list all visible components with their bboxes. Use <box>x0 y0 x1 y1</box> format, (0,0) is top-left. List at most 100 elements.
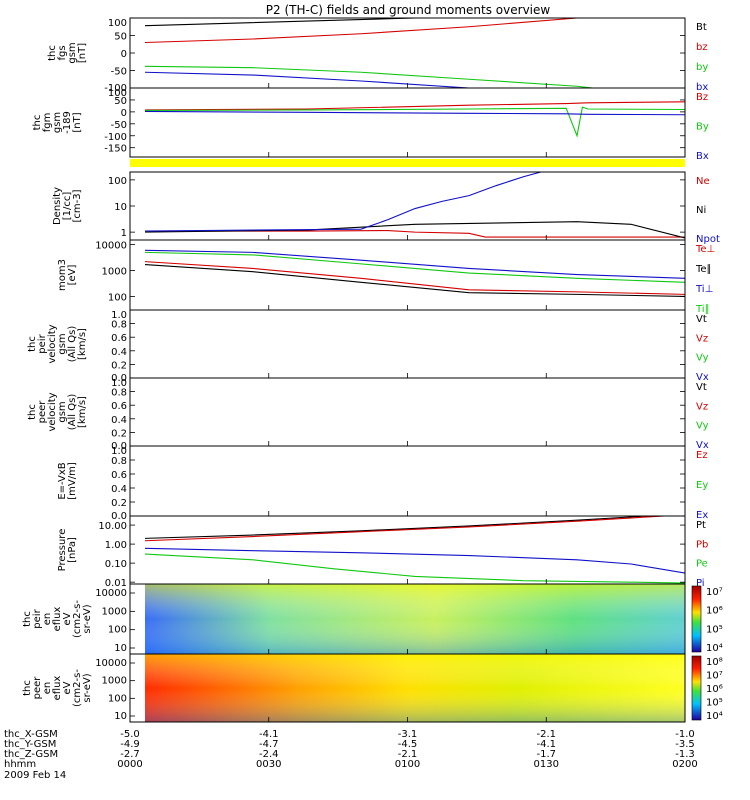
legend-label: Ti⊥ <box>695 284 713 295</box>
y-axis-label: thc <box>27 336 38 352</box>
y-tick-label: 100 <box>108 625 127 636</box>
y-tick-label: 0.0 <box>111 511 127 522</box>
x-axis-row-label: thc_X-GSM <box>4 729 58 740</box>
panel-7: 1.00.8 0.6 0.4 0.2 0.0 Ez Ey Ex E=-VxB [mV/m] <box>57 445 708 522</box>
y-tick-label: 100 <box>108 18 127 29</box>
legend-label: Bx <box>696 151 709 162</box>
y-tick-label: 0.6 <box>111 333 127 344</box>
y-tick-label: 0.2 <box>111 428 127 439</box>
series-line-By <box>144 106 685 138</box>
series-line-Bt <box>144 18 430 27</box>
y-axis-label: gsm <box>57 401 68 422</box>
legend-label: bx <box>696 82 708 93</box>
x-axis-value: 0130 <box>534 759 559 770</box>
y-tick-label: 1.0 <box>111 446 127 457</box>
y-tick-label: 50 <box>114 32 127 43</box>
y-tick-label: -50 <box>111 120 127 131</box>
series-line-Bx <box>144 110 685 116</box>
y-axis-label: (All Qs) <box>67 326 78 363</box>
y-tick-label: 10 <box>114 711 127 722</box>
x-axis-value: 0100 <box>395 759 420 770</box>
legend-label: Pb <box>696 539 708 550</box>
legend-label: by <box>696 62 708 73</box>
yellow-bar <box>130 159 685 167</box>
series-line-Te⊥ <box>144 261 685 295</box>
legend-label: Pt <box>696 520 706 531</box>
y-axis-label: [cm-3] <box>72 189 83 222</box>
legend-label: Vt <box>696 314 707 325</box>
y-tick-label: 0.6 <box>111 470 127 481</box>
y-axis-label: [nT] <box>72 112 83 132</box>
series-line-Npot <box>144 172 543 232</box>
y-tick-label: 1 <box>121 228 127 239</box>
x-axis-value: -2.4 <box>259 749 279 760</box>
x-axis-labels: thc_X-GSM -5.0 -4.1 -3.1 -2.1 -1.0 thc_Y-GSM -4… <box>4 729 698 770</box>
y-tick-label: 0.0 <box>111 441 127 452</box>
y-tick-label: 1.00 <box>105 540 127 551</box>
y-axis-label: velocity <box>47 324 58 363</box>
y-axis-label: (cm2-s- <box>72 600 83 638</box>
series-line-Te∥ <box>144 263 685 297</box>
x-axis-row-label: thc_Y-GSM <box>4 739 56 750</box>
x-axis-value: -2.7 <box>120 749 140 760</box>
x-axis-value: -1.0 <box>675 729 695 740</box>
legend-label: Vx <box>696 372 709 383</box>
x-axis-value: 0030 <box>256 759 281 770</box>
y-tick-label: 0.4 <box>111 347 127 358</box>
y-tick-label: 0.0 <box>111 373 127 384</box>
y-axis-label: en <box>42 613 53 626</box>
y-axis-label: peir <box>37 333 48 353</box>
y-axis-label: eV <box>62 612 73 625</box>
panel-frame <box>129 17 686 89</box>
panel-5: 1.00.8 0.6 0.4 0.2 0.0 Vt Vz Vy Vx thc peir velocit… <box>27 309 709 384</box>
y-tick-label: 100 <box>108 88 127 99</box>
y-axis-label: thc <box>47 45 58 61</box>
legend-label: By <box>696 122 709 133</box>
x-axis-value: -4.1 <box>259 729 279 740</box>
y-tick-label: 0 <box>121 49 127 60</box>
y-axis-label: Density <box>52 187 63 225</box>
x-axis-value: -5.0 <box>120 729 140 740</box>
legend-label: Pe <box>696 559 708 570</box>
x-axis-value: -4.1 <box>536 739 556 750</box>
x-axis-value: -3.1 <box>398 729 418 740</box>
y-tick-label: 1.0 <box>111 310 127 321</box>
y-axis-label: -189 <box>62 111 73 134</box>
legend-label: Ex <box>696 510 708 521</box>
legend-label: Vt <box>696 382 707 393</box>
legend-label: Vy <box>696 353 709 364</box>
y-tick-label: 100 <box>108 693 127 704</box>
y-axis-label: Pressure <box>57 529 68 572</box>
y-axis-label: mom3 <box>57 259 68 291</box>
y-axis-label: (cm2-s- <box>72 669 83 707</box>
panel-6: 1.00.8 0.6 0.4 0.2 0.0 Vt Vz Vy Vx thc peer velocit… <box>27 377 709 452</box>
y-tick-label: 0 <box>121 108 127 119</box>
y-tick-label: 50 <box>114 96 127 107</box>
y-axis-label: fgm <box>42 113 53 133</box>
colorbar-label: 10⁸ <box>706 657 723 668</box>
panel-frame <box>129 171 686 241</box>
x-axis-row-label: thc_Z-GSM <box>4 749 58 760</box>
series-line-by <box>144 65 598 88</box>
y-tick-label: 0.8 <box>111 456 127 467</box>
x-axis-value: -1.3 <box>675 749 695 760</box>
y-tick-label: 0.4 <box>111 415 127 426</box>
y-axis-label: [km/s] <box>77 396 88 428</box>
legend-label: Ez <box>696 450 708 461</box>
series-line-Ti∥ <box>144 251 685 283</box>
x-axis-value: -2.1 <box>536 729 556 740</box>
colorbar-label: 10⁴ <box>706 643 723 654</box>
y-tick-label: 0.4 <box>111 484 127 495</box>
y-tick-label: -150 <box>104 144 127 155</box>
y-axis-label: sr-eV) <box>82 604 93 633</box>
series-line-bz <box>144 18 582 44</box>
panel-1: 100 50 0 -50 -100 Bt bz by bx thc fgs gsm [nT] <box>47 17 708 94</box>
y-tick-label: 0.2 <box>111 360 127 371</box>
y-tick-label: -100 <box>104 83 127 94</box>
panel-frame <box>129 377 686 447</box>
colorbar <box>691 585 702 653</box>
colorbar-label: 10⁶ <box>706 684 723 695</box>
y-tick-label: 10 <box>114 202 127 213</box>
legend-label: Te⊥ <box>695 244 715 255</box>
